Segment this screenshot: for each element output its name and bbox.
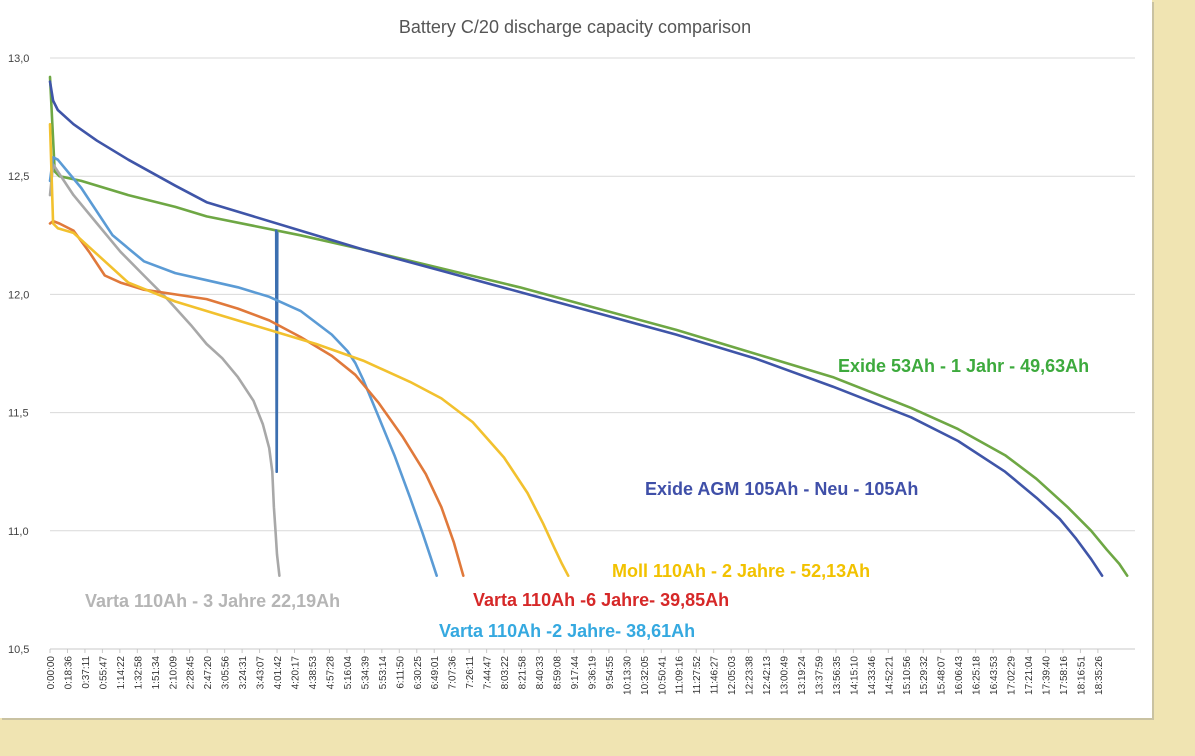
y-tick-label: 11,5 xyxy=(8,408,29,420)
x-tick-label: 4:01:42 xyxy=(273,656,284,690)
chart-title: Battery C/20 discharge capacity comparis… xyxy=(399,17,751,37)
x-tick-label: 18:35:26 xyxy=(1094,656,1105,695)
x-tick-label: 16:25:18 xyxy=(972,656,983,695)
x-tick-label: 13:19:24 xyxy=(797,656,808,695)
x-tick-label: 1:32:58 xyxy=(133,656,144,690)
x-tick-label: 13:00:49 xyxy=(780,656,791,695)
x-tick-label: 13:56:35 xyxy=(832,656,843,695)
x-tick-label: 8:59:08 xyxy=(552,656,563,690)
x-tick-label: 6:11:50 xyxy=(395,656,406,689)
annotation-varta-6-jahre: Varta 110Ah -6 Jahre- 39,85Ah xyxy=(473,590,729,610)
x-tick-label: 12:42:13 xyxy=(762,656,773,695)
series-line-3 xyxy=(48,163,281,578)
x-tick-label: 10:32:05 xyxy=(640,656,651,695)
y-tick-label: 12,5 xyxy=(8,171,29,183)
series-line-5 xyxy=(48,219,465,578)
annotation-exide-agm-105ah: Exide AGM 105Ah - Neu - 105Ah xyxy=(645,479,918,499)
annotation-exide-53ah: Exide 53Ah - 1 Jahr - 49,63Ah xyxy=(838,356,1089,376)
x-tick-label: 7:44:47 xyxy=(483,656,494,690)
x-tick-label: 8:21:58 xyxy=(518,656,529,690)
y-tick-label: 13,0 xyxy=(8,53,29,65)
x-tick-label: 6:30:25 xyxy=(413,656,424,690)
x-tick-label: 14:33:46 xyxy=(867,656,878,695)
x-tick-label: 3:43:07 xyxy=(256,656,267,690)
x-tick-label: 7:07:36 xyxy=(448,656,459,690)
x-tick-label: 18:16:51 xyxy=(1076,656,1087,695)
y-tick-label: 11,0 xyxy=(8,526,29,538)
y-tick-label: 10,5 xyxy=(8,644,29,656)
x-tick-label: 11:46:27 xyxy=(710,656,721,695)
annotation-moll-110ah: Moll 110Ah - 2 Jahre - 52,13Ah xyxy=(612,561,870,581)
x-tick-label: 14:15:10 xyxy=(849,656,860,695)
series-line-2 xyxy=(274,229,279,474)
x-tick-label: 2:10:09 xyxy=(168,656,179,690)
x-tick-label: 11:27:52 xyxy=(692,656,703,695)
x-tick-label: 1:51:34 xyxy=(151,656,162,690)
series-line-0 xyxy=(48,75,1129,578)
series-line-1 xyxy=(48,80,1104,578)
chart-panel: Battery C/20 discharge capacity comparis… xyxy=(0,0,1152,718)
series-line-6 xyxy=(48,122,570,578)
x-tick-label: 6:49:01 xyxy=(430,656,441,690)
x-tick-label: 16:06:43 xyxy=(954,656,965,695)
x-axis-ticks: 0:00:00 0:18:36 0:37:11 0:55:47 1:14:22 1:32:… xyxy=(46,649,1105,695)
x-tick-label: 11:09:16 xyxy=(675,656,686,695)
x-tick-label: 10:50:41 xyxy=(657,656,668,695)
x-tick-label: 0:18:36 xyxy=(63,656,74,690)
y-tick-label: 12,0 xyxy=(8,289,29,301)
x-tick-label: 5:16:04 xyxy=(343,656,354,690)
series-lines xyxy=(48,75,1129,578)
x-tick-label: 12:05:03 xyxy=(727,656,738,695)
gridlines xyxy=(50,57,1135,650)
x-tick-label: 17:58:16 xyxy=(1059,656,1070,695)
x-tick-label: 8:03:22 xyxy=(500,656,511,690)
x-tick-label: 5:53:14 xyxy=(378,656,389,690)
x-tick-label: 13:37:59 xyxy=(814,656,825,695)
series-line-4 xyxy=(48,156,439,578)
annotation-varta-2-jahre: Varta 110Ah -2 Jahre- 38,61Ah xyxy=(439,621,695,641)
x-tick-label: 17:39:40 xyxy=(1041,656,1052,695)
x-tick-label: 7:26:11 xyxy=(465,656,476,689)
x-tick-label: 0:37:11 xyxy=(81,656,92,689)
x-tick-label: 9:17:44 xyxy=(570,656,581,690)
x-tick-label: 12:23:38 xyxy=(745,656,756,695)
x-tick-label: 15:29:32 xyxy=(919,656,930,695)
x-tick-label: 0:55:47 xyxy=(98,656,109,690)
x-tick-label: 10:13:30 xyxy=(622,656,633,695)
x-tick-label: 0:00:00 xyxy=(46,656,57,690)
y-axis-ticks: 10,5 11,0 11,5 12,0 12,5 13,0 xyxy=(8,53,29,656)
x-tick-label: 3:05:56 xyxy=(221,656,232,690)
x-tick-label: 4:20:17 xyxy=(291,656,302,690)
x-tick-label: 15:10:56 xyxy=(902,656,913,695)
x-tick-label: 16:43:53 xyxy=(989,656,1000,695)
x-tick-label: 15:48:07 xyxy=(937,656,948,695)
x-tick-label: 2:47:20 xyxy=(203,656,214,690)
x-tick-label: 3:24:31 xyxy=(238,656,249,690)
x-tick-label: 14:52:21 xyxy=(884,656,895,695)
x-tick-label: 8:40:33 xyxy=(535,656,546,690)
x-tick-label: 5:34:39 xyxy=(360,656,371,690)
annotation-varta-3-jahre: Varta 110Ah - 3 Jahre 22,19Ah xyxy=(85,591,340,611)
x-tick-label: 4:38:53 xyxy=(308,656,319,690)
x-tick-label: 9:36:19 xyxy=(587,656,598,690)
x-tick-label: 17:02:29 xyxy=(1007,656,1018,695)
x-tick-label: 9:54:55 xyxy=(605,656,616,690)
x-tick-label: 4:57:28 xyxy=(325,656,336,690)
x-tick-label: 1:14:22 xyxy=(116,656,127,690)
discharge-chart: Battery C/20 discharge capacity comparis… xyxy=(8,17,1135,695)
x-tick-label: 17:21:04 xyxy=(1024,656,1035,695)
x-tick-label: 2:28:45 xyxy=(186,656,197,690)
